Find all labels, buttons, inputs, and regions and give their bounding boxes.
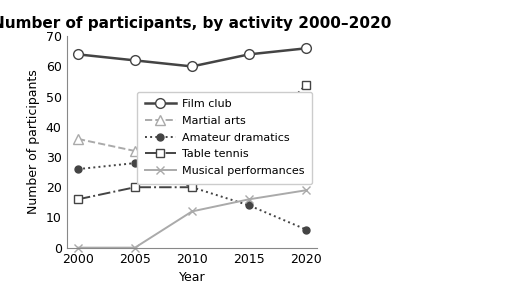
Martial arts [246,143,252,147]
Amateur dramatics [189,185,195,189]
Title: Number of participants, by activity 2000–2020: Number of participants, by activity 2000… [0,16,392,31]
Line: Amateur dramatics: Amateur dramatics [74,160,310,233]
Table tennis [303,83,309,86]
Musical performances [303,188,309,192]
Amateur dramatics [246,204,252,207]
Martial arts [75,137,81,141]
X-axis label: Year: Year [179,271,205,284]
Table tennis [132,185,138,189]
Y-axis label: Number of participants: Number of participants [27,69,40,214]
Line: Martial arts: Martial arts [73,128,311,156]
Amateur dramatics [303,228,309,231]
Martial arts [303,137,309,141]
Legend: Film club, Martial arts, Amateur dramatics, Table tennis, Musical performances: Film club, Martial arts, Amateur dramati… [137,92,312,184]
Amateur dramatics [132,161,138,165]
Film club [246,53,252,56]
Table tennis [75,198,81,201]
Film club [189,65,195,68]
Musical performances [189,210,195,213]
Table tennis [246,143,252,147]
Line: Table tennis: Table tennis [74,80,310,204]
Film club [132,59,138,62]
Film club [303,47,309,50]
Line: Musical performances: Musical performances [74,186,310,252]
Martial arts [189,131,195,135]
Musical performances [132,246,138,249]
Film club [75,53,81,56]
Amateur dramatics [75,167,81,171]
Musical performances [75,246,81,249]
Line: Film club: Film club [73,43,311,71]
Musical performances [246,198,252,201]
Martial arts [132,149,138,153]
Table tennis [189,185,195,189]
